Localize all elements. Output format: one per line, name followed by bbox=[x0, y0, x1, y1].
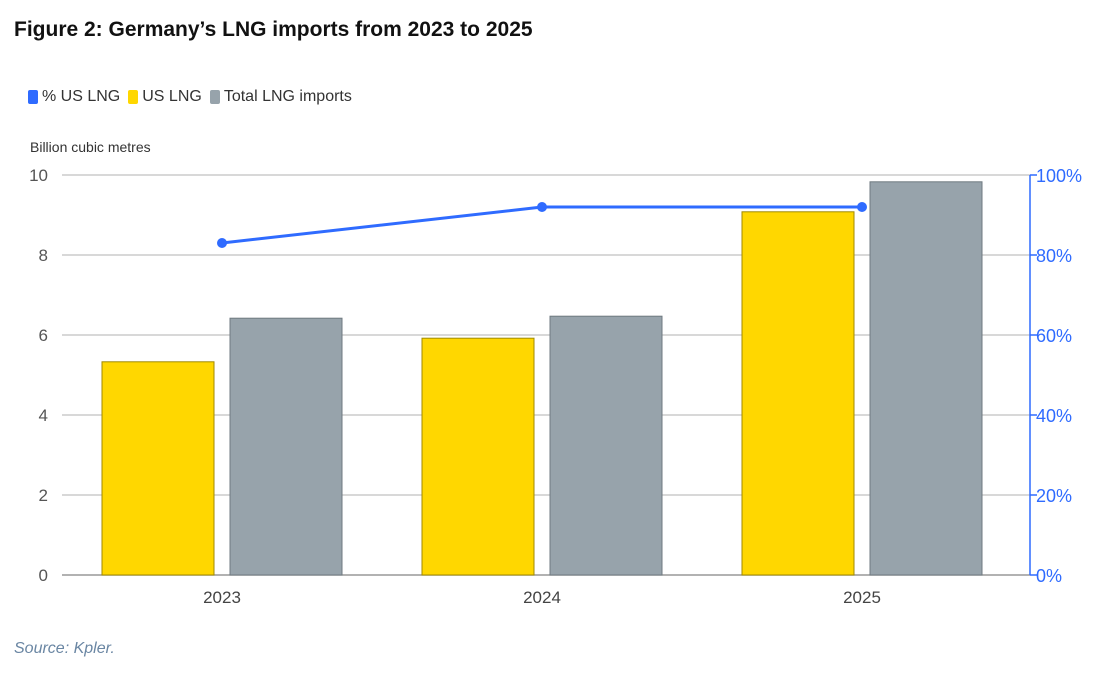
legend-swatch bbox=[28, 90, 38, 104]
x-tick-label: 2025 bbox=[843, 588, 881, 607]
y2-tick-label: 100% bbox=[1036, 166, 1082, 186]
legend-swatch bbox=[209, 90, 220, 104]
y-tick-label: 2 bbox=[39, 486, 48, 505]
legend-item-pct-us-lng: % US LNG bbox=[28, 88, 120, 106]
legend-label: % US LNG bbox=[42, 88, 121, 105]
legend-item-us-lng: US LNG bbox=[128, 88, 202, 106]
bar-us-lng-2025 bbox=[741, 211, 855, 576]
point-pct-us-lng-2023 bbox=[217, 238, 227, 248]
legend-item-total-lng: Total LNG imports bbox=[209, 88, 352, 106]
bar-us-lng-2023 bbox=[101, 361, 215, 576]
y-tick-label: 8 bbox=[39, 246, 48, 265]
point-pct-us-lng-2025 bbox=[857, 202, 867, 212]
source-note: Source: Kpler. bbox=[14, 640, 115, 657]
chart-title: Figure 2: Germany’s LNG imports from 202… bbox=[14, 18, 533, 41]
bar-us-lng-2024 bbox=[421, 337, 535, 576]
legend-label: US LNG bbox=[142, 88, 202, 105]
bar-total-lng-2025 bbox=[869, 181, 983, 576]
bar-total-lng-2024 bbox=[549, 315, 663, 576]
y2-tick-label: 40% bbox=[1036, 406, 1072, 426]
y-tick-label: 10 bbox=[29, 166, 48, 185]
x-tick-label: 2024 bbox=[523, 588, 561, 607]
y-axis-label: Billion cubic metres bbox=[30, 139, 151, 155]
y2-tick-label: 60% bbox=[1036, 326, 1072, 346]
x-tick-label: 2023 bbox=[203, 588, 241, 607]
y-tick-label: 0 bbox=[39, 566, 48, 585]
bar-total-lng-2023 bbox=[229, 317, 343, 576]
y2-tick-label: 0% bbox=[1036, 566, 1062, 586]
y-tick-label: 4 bbox=[39, 406, 48, 425]
legend: % US LNG US LNG Total LNG imports bbox=[28, 88, 352, 106]
y-tick-label: 6 bbox=[39, 326, 48, 345]
legend-label: Total LNG imports bbox=[223, 88, 352, 105]
y2-tick-label: 20% bbox=[1036, 486, 1072, 506]
legend-swatch bbox=[128, 90, 139, 104]
y2-tick-label: 80% bbox=[1036, 246, 1072, 266]
point-pct-us-lng-2024 bbox=[537, 202, 547, 212]
